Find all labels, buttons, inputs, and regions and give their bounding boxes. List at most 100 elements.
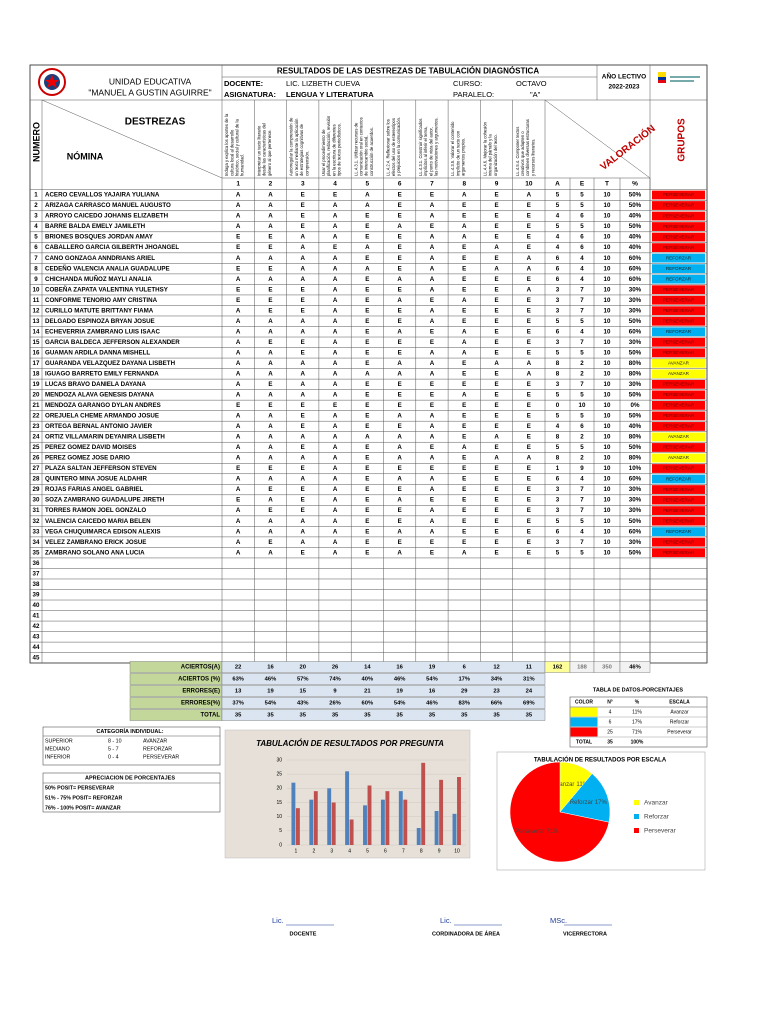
answer: A: [430, 318, 435, 325]
score: 30%: [629, 297, 642, 304]
question-number: 4: [333, 181, 337, 188]
scale-total: 35: [607, 739, 613, 745]
score: 8: [556, 370, 560, 377]
answer: E: [236, 465, 240, 472]
answer: E: [462, 276, 466, 283]
answer: E: [398, 392, 402, 399]
row-number: 18: [33, 370, 40, 377]
answer: E: [398, 507, 402, 514]
scale-color: [570, 727, 598, 737]
answer: E: [301, 213, 305, 220]
answer: E: [494, 370, 498, 377]
row-number: 4: [34, 223, 38, 230]
summary-extra: 188: [577, 665, 587, 671]
table-title: TABLA DE DATOS-PORCENTAJES: [593, 687, 683, 693]
summary-value: 54%: [265, 701, 277, 707]
answer: A: [430, 265, 435, 272]
answer: E: [430, 465, 434, 472]
score: 80%: [629, 455, 642, 462]
answer: A: [236, 339, 241, 346]
answer: A: [333, 444, 338, 451]
answer: E: [462, 486, 466, 493]
score: 2: [580, 370, 584, 377]
row-number: 24: [33, 434, 40, 441]
answer: A: [236, 276, 241, 283]
answer: E: [462, 423, 466, 430]
score: 30%: [629, 497, 642, 504]
legend-label: Avanzar: [644, 800, 669, 807]
row-number: 23: [33, 423, 40, 430]
answer: E: [494, 339, 498, 346]
question-number: 6: [398, 181, 402, 188]
score: 10: [604, 223, 611, 230]
bar: [291, 782, 296, 845]
answer: E: [462, 465, 466, 472]
score: 5: [580, 392, 584, 399]
row-number: 8: [34, 265, 38, 272]
scale-n: 6: [609, 719, 612, 725]
summary-value: 43%: [297, 701, 309, 707]
answer: E: [398, 486, 402, 493]
scale-color: [570, 707, 598, 717]
score: 30%: [629, 286, 642, 293]
bar: [398, 791, 403, 845]
x-tick-label: 4: [348, 848, 351, 854]
answer: A: [333, 486, 338, 493]
answer: E: [527, 328, 531, 335]
answer: E: [365, 549, 369, 556]
score: 6: [556, 265, 560, 272]
score: 10: [604, 328, 611, 335]
score-header: T: [605, 181, 609, 188]
answer: E: [430, 328, 434, 335]
skill-text: tipos de textos periodísticos.: [337, 123, 342, 176]
answer: E: [462, 360, 466, 367]
answer: E: [398, 307, 402, 314]
score: 50%: [629, 349, 642, 356]
diagonal: [544, 99, 651, 179]
group-cell: [652, 401, 705, 410]
answer: E: [365, 297, 369, 304]
skill-text: Autorregular la comprensión de: [289, 117, 294, 176]
row-number: 33: [33, 528, 40, 535]
summary-value: 54%: [426, 677, 438, 683]
scale-table: [569, 696, 708, 748]
scale-header: ESCALA: [669, 699, 690, 705]
answer: A: [430, 255, 435, 262]
answer: E: [527, 244, 531, 251]
answer: E: [527, 549, 531, 556]
school-logo: [38, 68, 66, 96]
skill-text: planificación, redacción, revisión: [326, 115, 331, 176]
group-cell: [652, 232, 705, 242]
bar: [403, 799, 408, 845]
answer: A: [462, 223, 467, 230]
score: 6: [580, 234, 584, 241]
chart-title: TABULACIÓN DE RESULTADOS POR ESCALA: [534, 756, 667, 764]
answer: E: [365, 539, 369, 546]
answer: A: [365, 265, 370, 272]
scale-pct: 71%: [632, 729, 643, 735]
score: 10: [604, 255, 611, 262]
student-name: CHICHANDA MUÑOZ MAYLI ANALIA: [45, 276, 152, 283]
scale-pct: 17%: [632, 719, 643, 725]
answer: E: [398, 465, 402, 472]
score: 10: [604, 349, 611, 356]
answer: E: [462, 381, 466, 388]
answer: E: [462, 202, 466, 209]
answer: E: [527, 349, 531, 356]
score: 50%: [629, 444, 642, 451]
student-name: CANO GONZAGA ANNDRIANS ARIEL: [45, 255, 155, 262]
student-name: ACERO CEVALLOS YAJAIRA YULIANA: [45, 192, 160, 199]
summary-value: 46%: [265, 677, 277, 683]
student-name: VALENCIA CAICEDO MARIA BELEN: [45, 518, 151, 525]
x-tick-label: 8: [420, 848, 423, 854]
answer: A: [301, 328, 306, 335]
answer: A: [236, 202, 241, 209]
summary-value: 60%: [362, 701, 374, 707]
summary-value: 19: [429, 665, 436, 671]
answer: E: [301, 286, 305, 293]
summary-value: 11: [526, 665, 533, 671]
summary-value: 21: [364, 689, 371, 695]
skill-text: Usar el procedimiento de: [321, 129, 326, 176]
answer: E: [365, 349, 369, 356]
group-label: PERSEVERAR: [663, 192, 695, 197]
